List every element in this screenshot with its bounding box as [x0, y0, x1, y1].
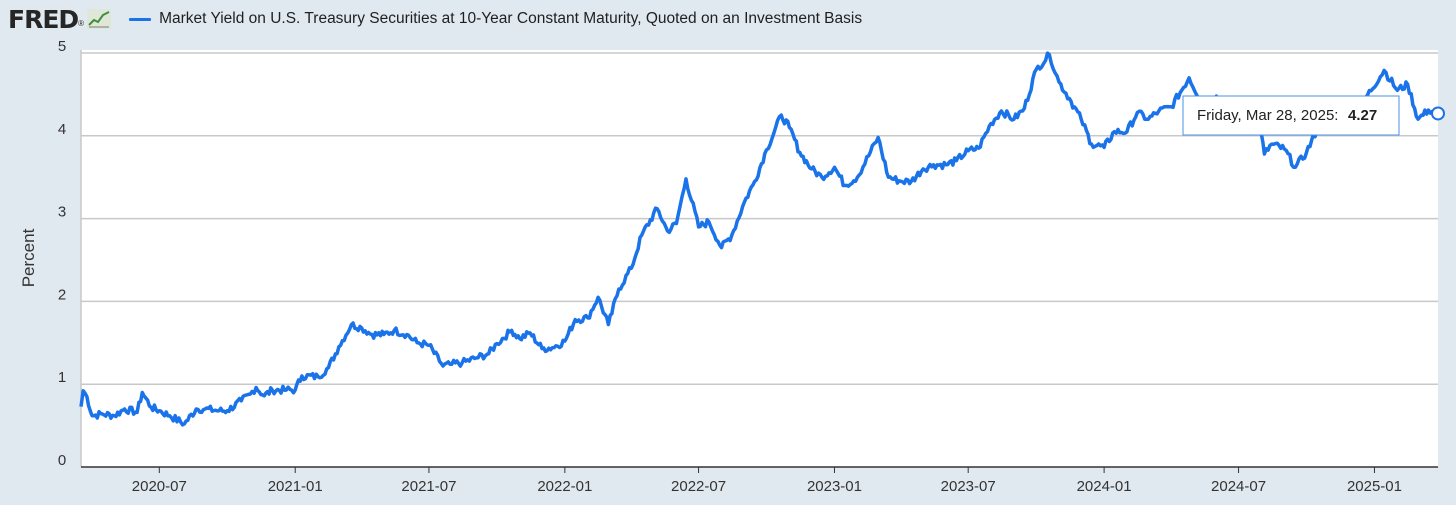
x-tick-label: 2024-07 — [1211, 478, 1266, 495]
line-chart-icon — [87, 9, 112, 29]
grid-lines — [80, 50, 1438, 467]
tooltip-value: 4.27 — [1348, 107, 1377, 124]
legend-swatch — [129, 17, 152, 21]
registered-mark: ® — [78, 18, 85, 28]
tooltip-date: Friday, Mar 28, 2025: — [1197, 107, 1338, 124]
x-tick-label: 2021-07 — [401, 478, 456, 495]
y-tick-label: 1 — [58, 369, 66, 386]
y-tick-label: 2 — [58, 286, 66, 303]
x-tick-label: 2023-07 — [941, 478, 996, 495]
fred-logo[interactable]: FRED ® — [8, 4, 112, 34]
x-tick-label: 2020-07 — [132, 478, 187, 495]
chart-header: FRED ® Market Yield on U.S. Treasury Sec… — [8, 4, 1438, 34]
legend: Market Yield on U.S. Treasury Securities… — [129, 10, 862, 28]
y-axis-label: Percent — [19, 228, 38, 287]
x-tick-label: 2023-01 — [807, 478, 862, 495]
x-tick-label: 2022-01 — [537, 478, 592, 495]
x-tick-label: 2022-07 — [671, 478, 726, 495]
x-tick-label: 2021-01 — [268, 478, 323, 495]
y-tick-label: 4 — [58, 121, 66, 138]
hover-marker[interactable] — [1431, 106, 1445, 121]
y-tick-label: 0 — [58, 452, 66, 469]
y-tick-labels: 0 1 2 3 4 5 — [58, 38, 66, 469]
y-tick-label: 5 — [58, 38, 66, 55]
x-tick-label: 2024-01 — [1077, 478, 1132, 495]
tooltip: Friday, Mar 28, 2025: 4.27 — [1182, 95, 1400, 136]
y-tick-label: 3 — [58, 204, 66, 221]
legend-label: Market Yield on U.S. Treasury Securities… — [159, 10, 863, 27]
x-tick-labels: 2020-07 2021-01 2021-07 2022-01 2022-07 2023-… — [132, 467, 1402, 495]
tooltip-box — [1182, 95, 1400, 136]
x-tick-label: 2025-01 — [1347, 478, 1402, 495]
logo-text: FRED — [8, 4, 79, 34]
